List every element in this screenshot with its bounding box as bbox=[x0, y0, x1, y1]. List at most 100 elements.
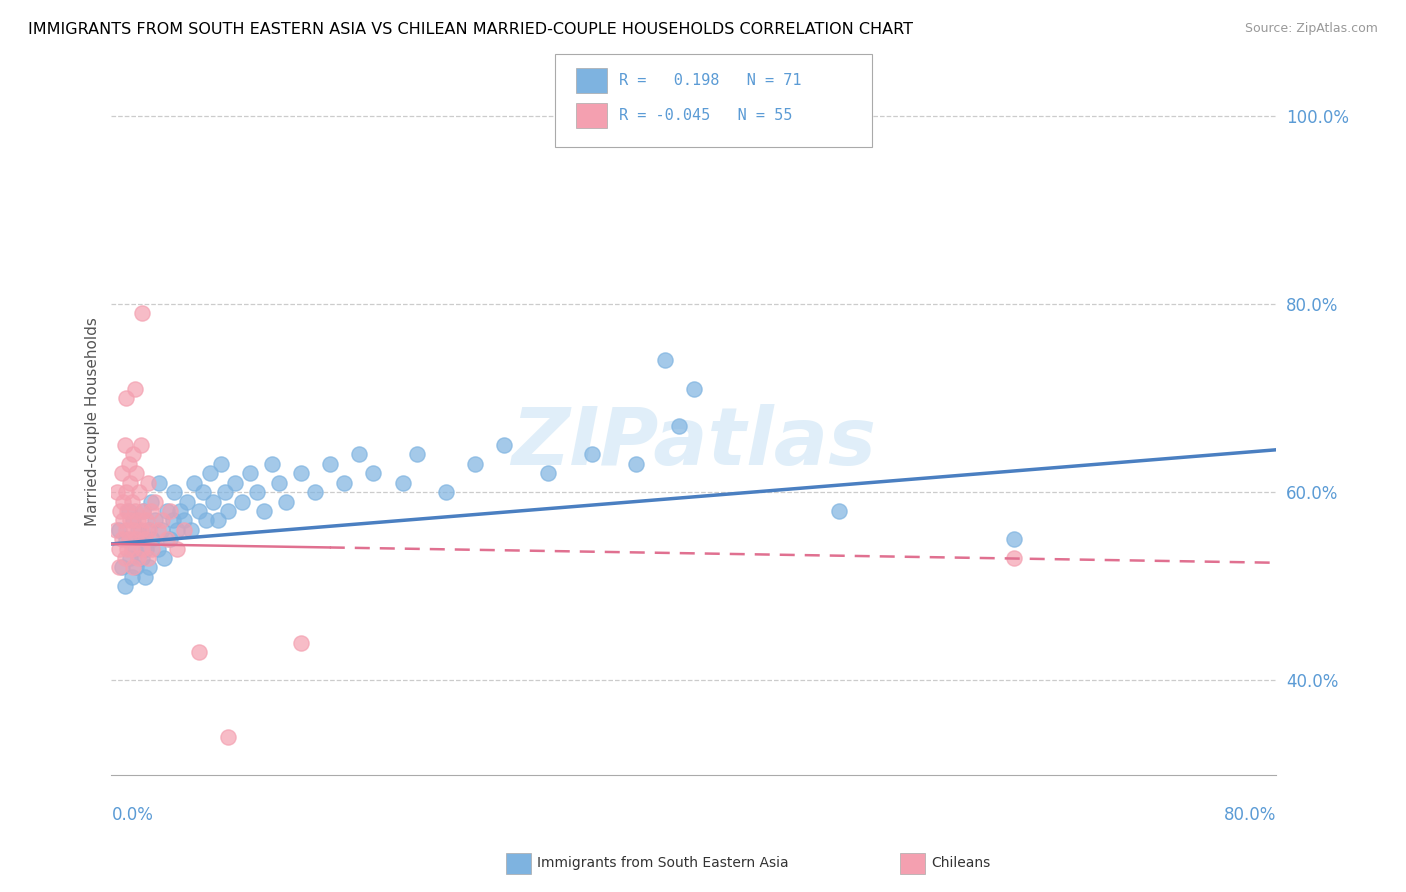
Point bbox=[112, 513, 135, 527]
Point bbox=[120, 551, 142, 566]
Text: Chileans: Chileans bbox=[931, 856, 990, 871]
Point bbox=[117, 541, 139, 556]
Point bbox=[434, 485, 457, 500]
Point bbox=[127, 523, 149, 537]
Point bbox=[121, 541, 143, 556]
Point bbox=[173, 523, 195, 537]
Point bbox=[127, 551, 149, 566]
Point bbox=[139, 494, 162, 508]
Point bbox=[120, 475, 142, 490]
Point bbox=[122, 448, 145, 462]
Point bbox=[180, 523, 202, 537]
Point bbox=[260, 457, 283, 471]
Point bbox=[153, 551, 176, 566]
Point bbox=[239, 467, 262, 481]
Point bbox=[127, 513, 149, 527]
Point bbox=[115, 391, 138, 405]
Point bbox=[122, 513, 145, 527]
Point bbox=[274, 494, 297, 508]
Point bbox=[156, 533, 179, 547]
Text: IMMIGRANTS FROM SOUTH EASTERN ASIA VS CHILEAN MARRIED-COUPLE HOUSEHOLDS CORRELAT: IMMIGRANTS FROM SOUTH EASTERN ASIA VS CH… bbox=[28, 22, 912, 37]
Point bbox=[406, 448, 429, 462]
Point bbox=[108, 504, 131, 518]
Point bbox=[138, 523, 160, 537]
Text: Source: ZipAtlas.com: Source: ZipAtlas.com bbox=[1244, 22, 1378, 36]
Point bbox=[191, 485, 214, 500]
Point bbox=[124, 541, 146, 556]
Point bbox=[114, 438, 136, 452]
Point bbox=[224, 475, 246, 490]
Point bbox=[124, 504, 146, 518]
Text: 80.0%: 80.0% bbox=[1223, 806, 1277, 824]
Point bbox=[581, 448, 603, 462]
Point bbox=[134, 570, 156, 584]
Point bbox=[209, 457, 232, 471]
Point bbox=[129, 533, 152, 547]
Point bbox=[187, 645, 209, 659]
Point bbox=[124, 382, 146, 396]
Point bbox=[110, 467, 132, 481]
Point bbox=[115, 523, 138, 537]
Point bbox=[187, 504, 209, 518]
Point bbox=[494, 438, 516, 452]
Point bbox=[150, 513, 173, 527]
Point bbox=[141, 533, 163, 547]
Point bbox=[333, 475, 356, 490]
Point bbox=[207, 513, 229, 527]
Point bbox=[267, 475, 290, 490]
Point bbox=[131, 541, 153, 556]
Point bbox=[121, 494, 143, 508]
Point bbox=[131, 306, 153, 320]
Point bbox=[304, 485, 326, 500]
Text: 0.0%: 0.0% bbox=[111, 806, 153, 824]
Point bbox=[176, 494, 198, 508]
Point bbox=[290, 636, 312, 650]
Point bbox=[391, 475, 413, 490]
Point bbox=[217, 730, 239, 744]
Point bbox=[624, 457, 647, 471]
Point bbox=[146, 541, 169, 556]
Point bbox=[107, 541, 129, 556]
Point bbox=[136, 551, 159, 566]
Point bbox=[200, 467, 222, 481]
Point bbox=[112, 494, 135, 508]
Point bbox=[110, 533, 132, 547]
Point bbox=[122, 523, 145, 537]
Point bbox=[319, 457, 342, 471]
Point bbox=[682, 382, 704, 396]
Point bbox=[150, 523, 173, 537]
Point bbox=[246, 485, 269, 500]
Point bbox=[139, 504, 162, 518]
Point bbox=[159, 533, 181, 547]
Point bbox=[125, 533, 148, 547]
Point bbox=[117, 504, 139, 518]
Point bbox=[125, 560, 148, 574]
Point bbox=[214, 485, 236, 500]
Point bbox=[135, 513, 157, 527]
Text: R = -0.045   N = 55: R = -0.045 N = 55 bbox=[619, 109, 792, 123]
Point bbox=[118, 504, 141, 518]
Point bbox=[464, 457, 486, 471]
Point bbox=[107, 560, 129, 574]
Point bbox=[104, 523, 127, 537]
Y-axis label: Married-couple Households: Married-couple Households bbox=[86, 318, 100, 526]
Point bbox=[141, 541, 163, 556]
Point bbox=[347, 448, 370, 462]
Point bbox=[107, 523, 129, 537]
Point bbox=[132, 504, 155, 518]
Point bbox=[132, 504, 155, 518]
Point bbox=[129, 438, 152, 452]
Point bbox=[290, 467, 312, 481]
Text: Immigrants from South Eastern Asia: Immigrants from South Eastern Asia bbox=[537, 856, 789, 871]
Point bbox=[110, 560, 132, 574]
Point bbox=[162, 513, 184, 527]
Point bbox=[169, 504, 191, 518]
Point bbox=[231, 494, 253, 508]
Point bbox=[1002, 533, 1025, 547]
Point bbox=[217, 504, 239, 518]
Point bbox=[136, 523, 159, 537]
Point bbox=[183, 475, 205, 490]
Point bbox=[156, 504, 179, 518]
Point bbox=[143, 513, 166, 527]
Point bbox=[143, 494, 166, 508]
